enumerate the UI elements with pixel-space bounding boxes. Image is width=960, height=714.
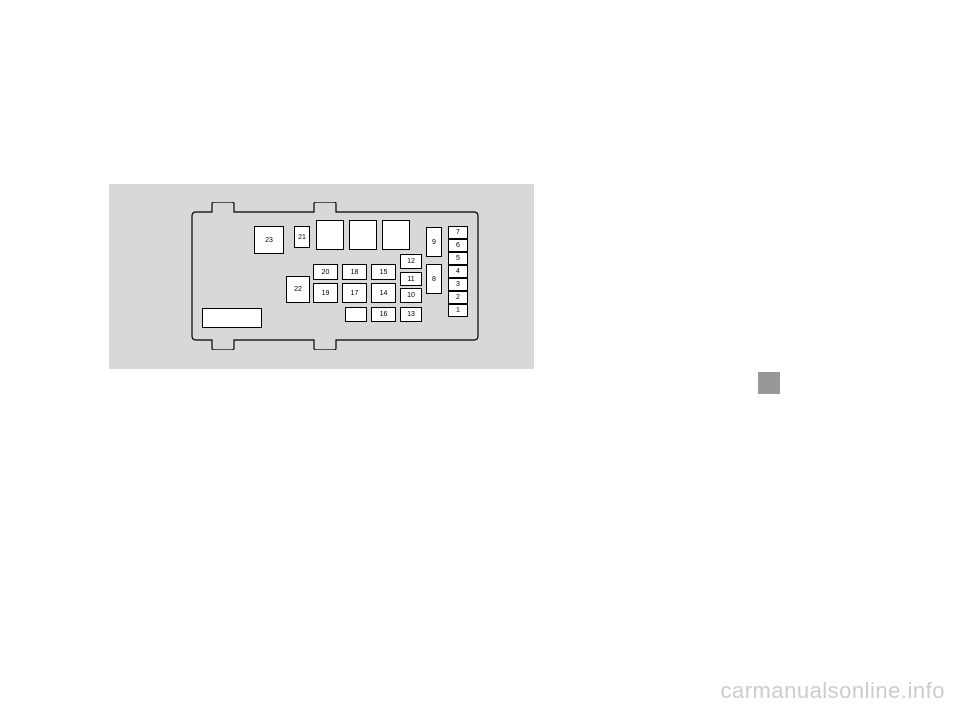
fuse-13: 13: [400, 307, 422, 322]
empty-slot-top-3: [382, 220, 410, 250]
fuse-16-label: 16: [380, 311, 388, 318]
fuse-23: 23: [254, 226, 284, 254]
fuse-3: 3: [448, 278, 468, 291]
fuse-16: 16: [371, 307, 396, 322]
fuse-7: 7: [448, 226, 468, 239]
fuse-10-label: 10: [407, 292, 415, 299]
fuse-11: 11: [400, 272, 422, 286]
fuse-15: 15: [371, 264, 396, 280]
empty-slot-bottom-left: [202, 308, 262, 328]
fuse-14-label: 14: [380, 290, 388, 297]
fuse-21: 21: [294, 226, 310, 248]
fuse-23-label: 23: [265, 237, 273, 244]
fuse-20-label: 20: [322, 269, 330, 276]
fuse-8: 8: [426, 264, 442, 294]
fuse-3-label: 3: [456, 281, 460, 288]
fuse-19-label: 19: [322, 290, 330, 297]
fuse-9: 9: [426, 227, 442, 257]
fuse-1-label: 1: [456, 307, 460, 314]
fuse-21-label: 21: [298, 234, 306, 241]
fuse-17-label: 17: [351, 290, 359, 297]
page-marker: [758, 372, 780, 394]
fuse-20: 20: [313, 264, 338, 280]
fuse-5-label: 5: [456, 255, 460, 262]
fuse-box-outline: 7 6 5 4 3 2 1 9 8 12 11 10 13 15 14 16 1…: [184, 202, 486, 350]
fuse-2-label: 2: [456, 294, 460, 301]
empty-slot-top-1: [316, 220, 344, 250]
fuse-22: 22: [286, 276, 310, 303]
fuse-6: 6: [448, 239, 468, 252]
fuse-22-label: 22: [294, 286, 302, 293]
empty-slot-top-2: [349, 220, 377, 250]
fuse-1: 1: [448, 304, 468, 317]
fuse-2: 2: [448, 291, 468, 304]
fuse-17: 17: [342, 283, 367, 303]
fuse-18-label: 18: [351, 269, 359, 276]
fuse-box-diagram: 7 6 5 4 3 2 1 9 8 12 11 10 13 15 14 16 1…: [109, 184, 534, 369]
fuse-6-label: 6: [456, 242, 460, 249]
fuse-19: 19: [313, 283, 338, 303]
fuse-11-label: 11: [407, 276, 414, 283]
fuse-13-label: 13: [407, 311, 415, 318]
fuse-14: 14: [371, 283, 396, 303]
fuse-18: 18: [342, 264, 367, 280]
fuse-4-label: 4: [456, 268, 460, 275]
fuse-12: 12: [400, 254, 422, 269]
fuse-10: 10: [400, 288, 422, 303]
fuse-9-label: 9: [432, 239, 436, 246]
fuse-8-label: 8: [432, 276, 436, 283]
fuse-4: 4: [448, 265, 468, 278]
empty-slot-1: [345, 307, 367, 322]
fuse-5: 5: [448, 252, 468, 265]
fuse-7-label: 7: [456, 229, 460, 236]
fuse-15-label: 15: [380, 269, 388, 276]
fuse-12-label: 12: [407, 258, 415, 265]
watermark-text: carmanualsonline.info: [720, 678, 945, 704]
